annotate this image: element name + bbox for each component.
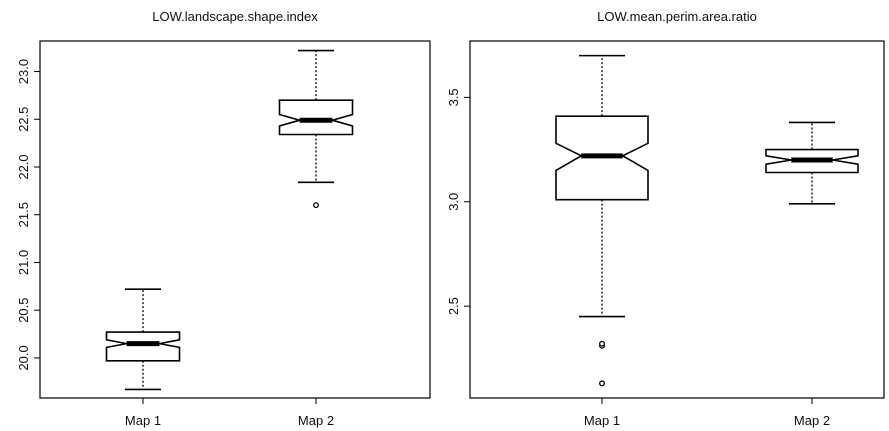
box-body: [105, 331, 181, 362]
x-tick-label: Map 2: [794, 413, 830, 428]
plot-frame: [469, 40, 885, 399]
y-tick-label: 20.5: [16, 298, 31, 323]
box-1: [555, 54, 649, 387]
y-tick-label: 2.5: [446, 297, 461, 315]
outlier-point: [599, 340, 605, 347]
x-tick-label: Map 1: [125, 413, 161, 428]
box-2: [278, 49, 354, 209]
box-body: [278, 99, 354, 136]
plot-frame: [39, 40, 431, 399]
y-tick-label: 22.5: [16, 107, 31, 132]
x-tick-label: Map 1: [584, 413, 620, 428]
chart-title: LOW.landscape.shape.index: [152, 9, 318, 24]
y-tick-label: 3.5: [446, 88, 461, 106]
panel-2: LOW.mean.perim.area.ratio 2.5 3.0 3.5 Map 1 M…: [446, 9, 885, 428]
chart-title: LOW.mean.perim.area.ratio: [597, 9, 757, 24]
box-1: [105, 288, 181, 391]
panel-1: LOW.landscape.shape.index 20.0 20.5 21.0 21.…: [16, 9, 431, 428]
outlier-point: [313, 202, 319, 209]
y-tick-label: 20.0: [16, 345, 31, 370]
y-tick-label: 23.0: [16, 59, 31, 84]
box-2: [765, 121, 859, 205]
y-tick-label: 3.0: [446, 193, 461, 211]
y-tick-label: 21.5: [16, 202, 31, 227]
outlier-point: [599, 380, 605, 387]
y-tick-label: 22.0: [16, 154, 31, 179]
y-tick-label: 21.0: [16, 250, 31, 275]
x-tick-label: Map 2: [298, 413, 334, 428]
